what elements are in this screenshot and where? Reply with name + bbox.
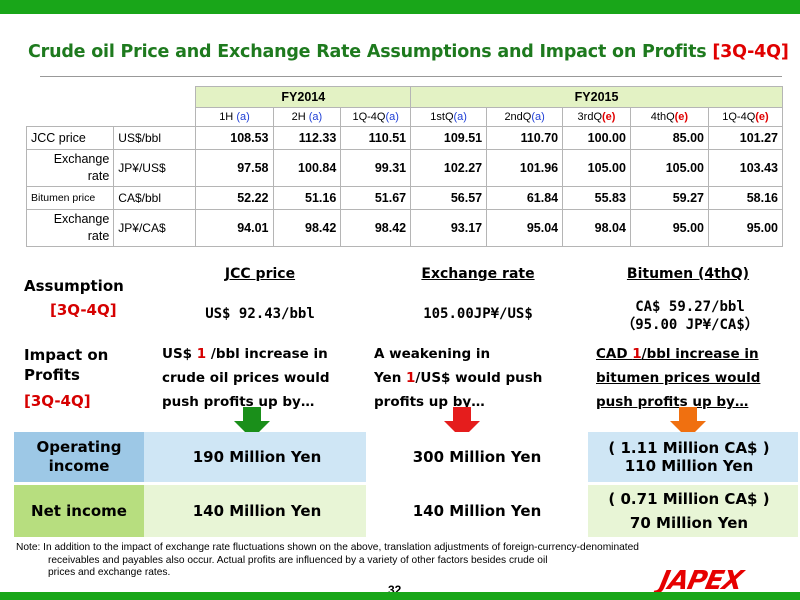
table-cell: 58.16: [707, 186, 784, 210]
fy2015-header: FY2015: [410, 86, 783, 108]
operating-income-jcc: 190 Million Yen: [192, 448, 322, 466]
top-bar: [0, 0, 800, 14]
table-cell: 85.00: [629, 126, 709, 150]
operating-income-exchange: 300 Million Yen: [366, 432, 588, 482]
table-cell: 98.42: [340, 209, 412, 247]
bottom-bar: [0, 592, 800, 600]
row-label: Bitumen price: [25, 186, 115, 210]
row-label: JCC price: [25, 126, 115, 150]
table-cell: 95.04: [486, 209, 564, 247]
period-header: 2ndQ(a): [486, 107, 564, 127]
table-cell: 59.27: [629, 186, 709, 210]
bitumen-heading: Bitumen (4thQ): [626, 266, 750, 282]
row-unit: CA$/bbl: [113, 186, 197, 210]
table-cell: 98.42: [272, 209, 342, 247]
table-cell: 110.70: [486, 126, 564, 150]
table-cell: 108.53: [195, 126, 274, 150]
fy2014-header: FY2014: [195, 86, 412, 108]
operating-income-bitumen: ( 1.11 Million CA$ ) 110 Million Yen: [608, 439, 770, 475]
table-cell: 93.17: [410, 209, 488, 247]
row-unit: JP¥/US$: [113, 149, 197, 187]
exchange-rate-value: 105.00JP¥/US$: [423, 306, 533, 322]
table-cell: 105.00: [562, 149, 631, 187]
table-cell: 55.83: [562, 186, 631, 210]
table-header-periods: 1H (a) 2H (a) 1Q-4Q(a) 1stQ(a) 2ndQ(a) 3rdQ(e…: [27, 107, 784, 127]
table-row: Bitumen price CA$/bbl 52.22 51.16 51.67 …: [25, 186, 784, 210]
jcc-price-heading: JCC price: [224, 266, 296, 282]
table-cell: 56.57: [410, 186, 488, 210]
table-cell: 101.96: [486, 149, 564, 187]
net-income-bitumen: ( 0.71 Million CA$ ) 70 Million Yen: [608, 490, 770, 532]
exchange-impact-text: A weakening in Yen 1/US$ would push prof…: [374, 346, 543, 410]
table-cell: 94.01: [195, 209, 274, 247]
period-header: 1Q-4Q(e): [707, 107, 784, 127]
title-divider: [40, 76, 782, 77]
table-cell: 112.33: [272, 126, 342, 150]
period-header: 1stQ(a): [410, 107, 488, 127]
table-cell: 95.00: [629, 209, 709, 247]
table-row: Exchange rate JP¥/CA$ 94.01 98.42 98.42 9…: [25, 209, 784, 247]
table-cell: 100.84: [272, 149, 342, 187]
table-row: Exchange rate JP¥/US$ 97.58 100.84 99.31 …: [25, 149, 784, 187]
table-cell: 110.51: [340, 126, 412, 150]
table-cell: 101.27: [707, 126, 784, 150]
assumption-table: FY2014 FY2015 1H (a) 2H (a) 1Q-4Q(a) 1stQ(a…: [25, 86, 784, 247]
assumption-label: Assumption: [24, 277, 124, 295]
impact-label: Impact on Profits: [24, 346, 109, 384]
operating-income-label: Operating income: [14, 432, 144, 482]
table-cell: 103.43: [707, 149, 784, 187]
page-title: Crude oil Price and Exchange Rate Assump…: [28, 42, 789, 62]
row-label: Exchange rate: [25, 149, 115, 187]
impact-period: [3Q-4Q]: [24, 392, 91, 410]
period-header: 2H (a): [272, 107, 342, 127]
period-header: 4thQ(e): [629, 107, 709, 127]
table-cell: 98.04: [562, 209, 631, 247]
table-cell: 95.00: [707, 209, 784, 247]
footnote: Note: In addition to the impact of excha…: [16, 542, 639, 578]
table-cell: 97.58: [195, 149, 274, 187]
table-cell: 109.51: [410, 126, 488, 150]
period-header: 1Q-4Q(a): [340, 107, 412, 127]
table-cell: 102.27: [410, 149, 488, 187]
table-cell: 100.00: [562, 126, 631, 150]
table-cell: 51.67: [340, 186, 412, 210]
net-income-exchange: 140 Million Yen: [366, 485, 588, 537]
table-row: JCC price US$/bbl 108.53 112.33 110.51 1…: [25, 126, 784, 150]
table-cell: 99.31: [340, 149, 412, 187]
period-header: 3rdQ(e): [562, 107, 631, 127]
table-cell: 52.22: [195, 186, 274, 210]
row-label: Exchange rate: [25, 209, 115, 247]
period-header: 1H (a): [195, 107, 274, 127]
table-cell: 61.84: [486, 186, 564, 210]
bitumen-impact-text: CAD 1/bbl increase in bitumen prices wou…: [596, 346, 761, 410]
jcc-price-value: US$ 92.43/bbl: [205, 306, 315, 322]
assumption-period: [3Q-4Q]: [50, 301, 117, 319]
table-header-years: FY2014 FY2015: [27, 86, 783, 108]
row-unit: JP¥/CA$: [113, 209, 197, 247]
bitumen-value: CA$ 59.27/bbl （95.00 JP¥/CA$）: [621, 299, 759, 333]
jcc-impact-text: US$ 1 /bbl increase in crude oil prices …: [162, 346, 330, 410]
row-unit: US$/bbl: [113, 126, 197, 150]
table-cell: 51.16: [272, 186, 342, 210]
table-cell: 105.00: [629, 149, 709, 187]
exchange-rate-heading: Exchange rate: [421, 266, 535, 282]
net-income-label: Net income: [14, 485, 144, 537]
net-income-jcc: 140 Million Yen: [192, 502, 322, 520]
